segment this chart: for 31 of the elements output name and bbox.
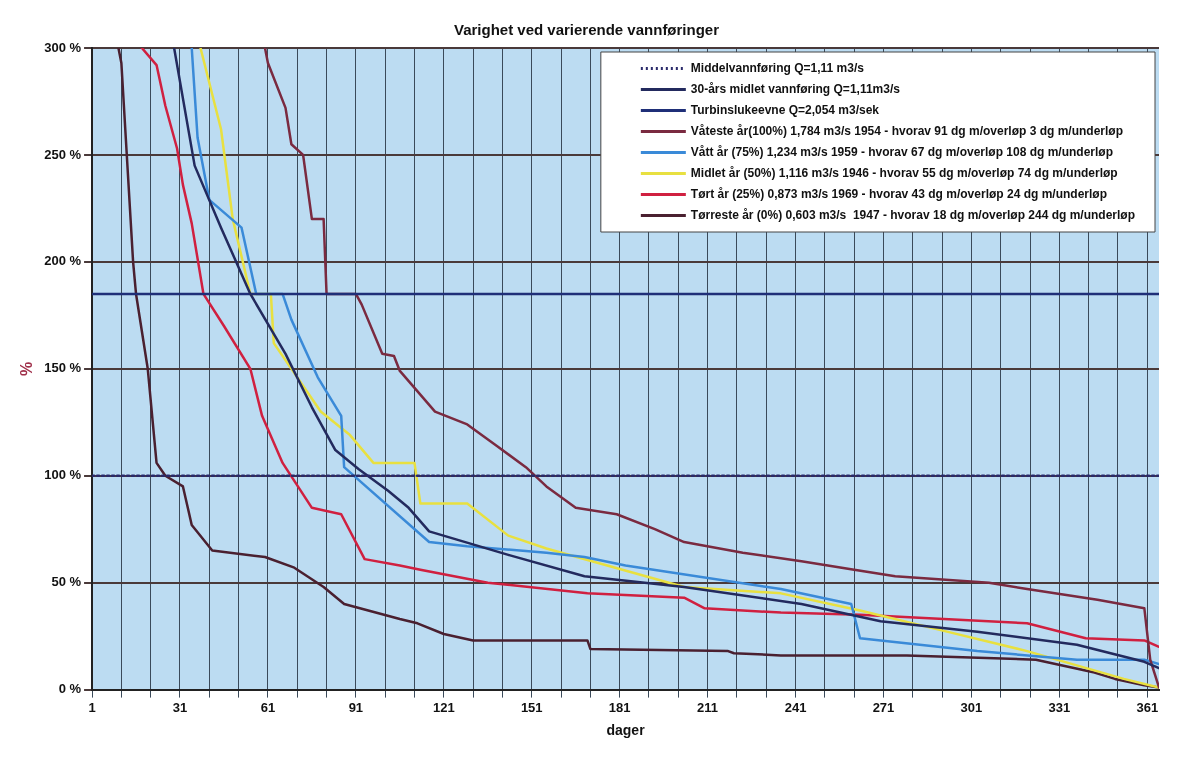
legend-label: Middelvannføring Q=1,11 m3/s <box>690 60 865 75</box>
legend-label: Turbinslukeevne Q=2,054 m3/sek <box>690 102 880 117</box>
x-tick-label: 241 <box>784 699 807 715</box>
x-tick-label: 121 <box>432 699 455 715</box>
x-tick-label: 181 <box>608 699 631 715</box>
x-tick-label: 31 <box>172 699 188 715</box>
legend-label: Tørreste år (0%) 0,603 m3/s 1947 - hvorav 18 dg m/overløp 244 dg m/underløp <box>690 207 1136 222</box>
y-axis-title: % <box>18 361 36 376</box>
x-tick-label: 61 <box>260 699 276 715</box>
y-tick-label: 100 % <box>44 467 82 483</box>
x-tick-label: 1 <box>88 699 96 715</box>
legend-label: Våteste år(100%) 1,784 m3/s 1954 - hvorav 91 dg m/overløp 3 dg m/underløp <box>690 123 1124 138</box>
x-axis-title: dager <box>606 722 646 739</box>
x-tick-label: 211 <box>697 699 719 715</box>
y-tick-label: 50 % <box>51 574 82 590</box>
x-tick-label: 331 <box>1048 699 1071 715</box>
chart-title: Varighet ved varierende vannføringer <box>453 21 720 39</box>
y-tick-label: 200 % <box>44 253 82 269</box>
x-tick-label: 91 <box>348 699 364 715</box>
legend-label: 30-års midlet vannføring Q=1,11m3/s <box>690 81 901 96</box>
legend-label: Tørt år (25%) 0,873 m3/s 1969 - hvorav 43 dg m/overløp 24 dg m/underløp <box>690 186 1107 201</box>
x-tick-label: 361 <box>1136 699 1159 715</box>
legend-label: Midlet år (50%) 1,116 m3/s 1946 - hvorav 55 dg m/overløp 74 dg m/underløp <box>690 165 1118 180</box>
x-tick-label: 271 <box>872 699 895 715</box>
y-tick-label: 150 % <box>44 360 82 376</box>
x-tick-label: 151 <box>520 699 543 715</box>
x-tick-label: 301 <box>960 699 983 715</box>
y-tick-label: 250 % <box>44 146 82 162</box>
legend-label: Vått år (75%) 1,234 m3/s 1959 - hvorav 67 dg m/overløp 108 dg m/underløp <box>690 144 1113 159</box>
y-tick-label: 300 % <box>44 39 82 55</box>
y-tick-label: 0 % <box>58 681 82 697</box>
